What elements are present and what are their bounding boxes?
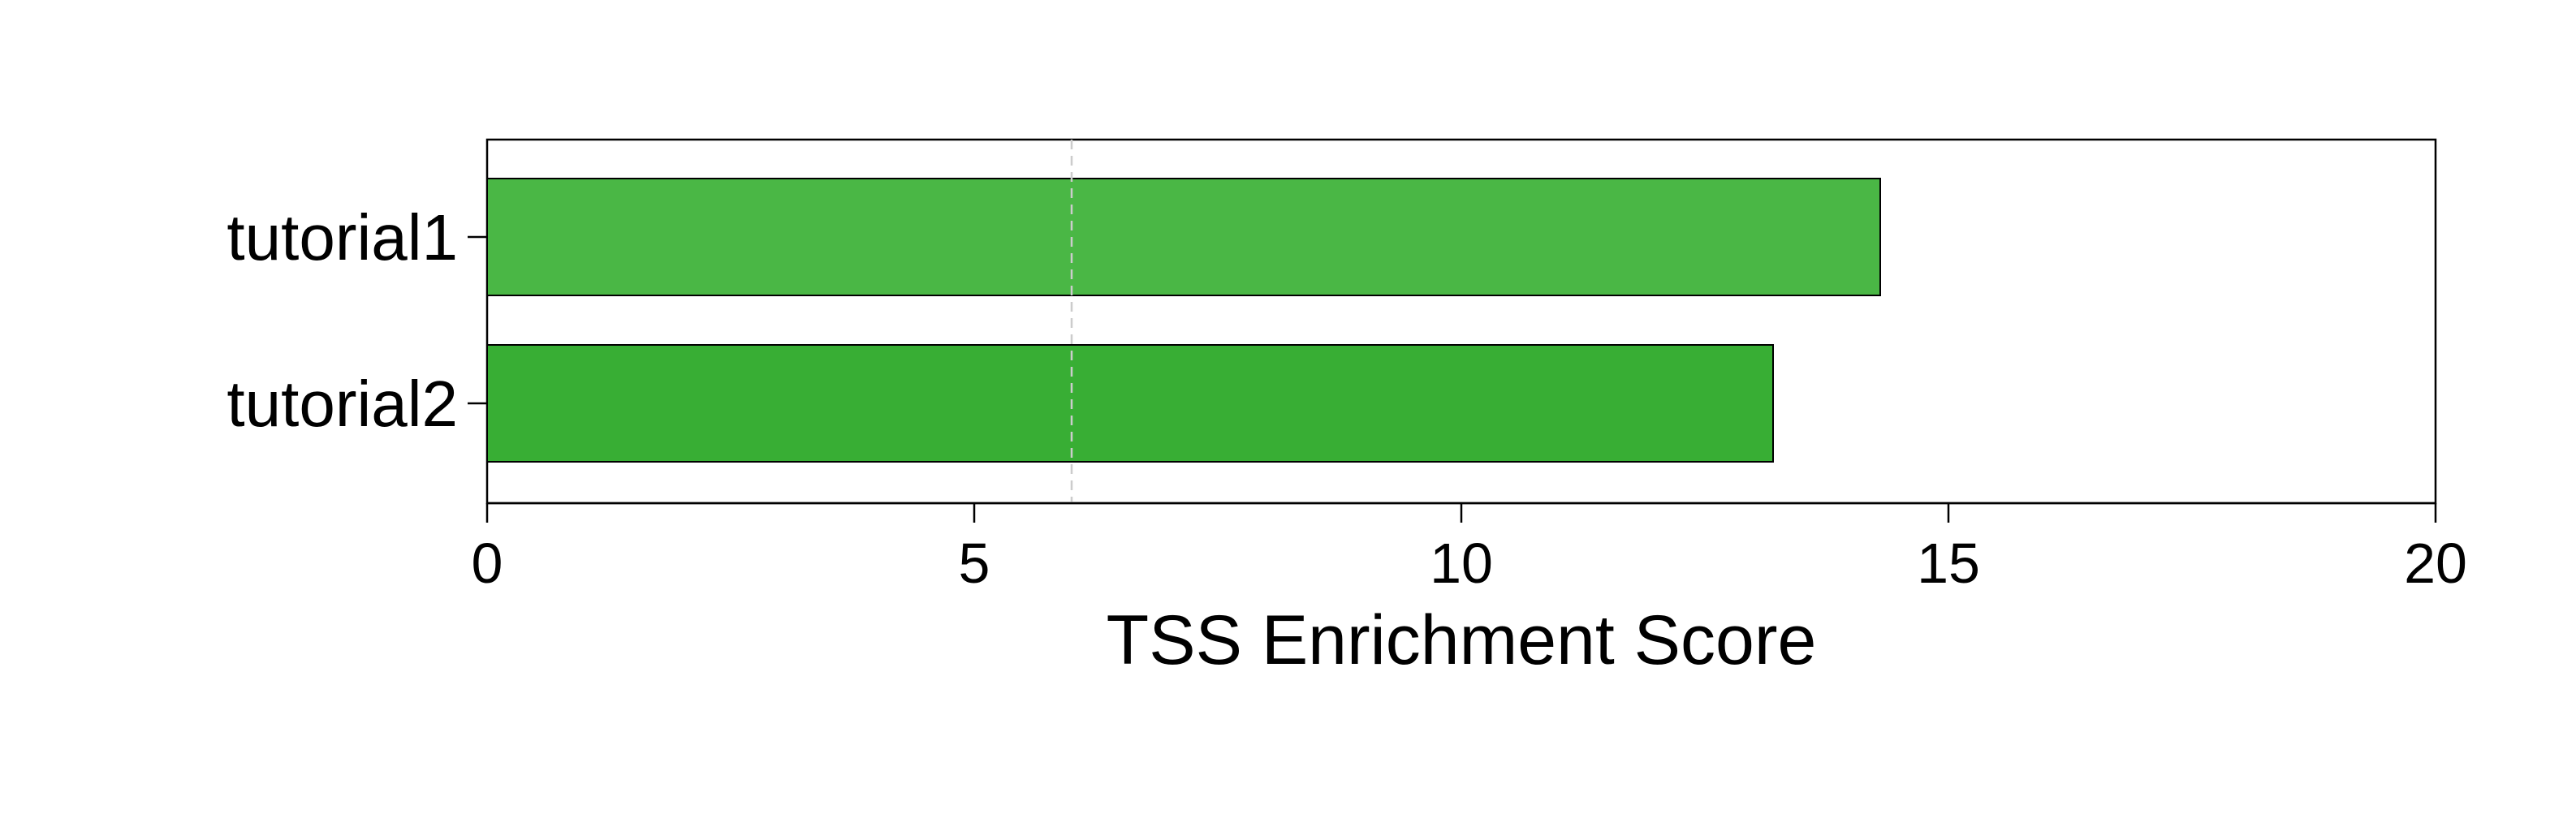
x-tick-label-20: 20: [2404, 532, 2467, 595]
category-label-tutorial1: tutorial1: [227, 201, 458, 273]
x-axis-title: TSS Enrichment Score: [1107, 601, 1817, 679]
category-axis: tutorial1 tutorial2: [227, 201, 487, 440]
category-label-tutorial2: tutorial2: [227, 368, 458, 440]
x-tick-label-0: 0: [472, 532, 503, 595]
x-tick-label-15: 15: [1917, 532, 1980, 595]
bar-tutorial1: [486, 178, 1881, 296]
bar-tutorial2: [486, 344, 1774, 463]
bars-layer: [486, 178, 1881, 463]
x-axis: 0 5 10 15 20: [472, 502, 2467, 595]
x-tick-label-5: 5: [959, 532, 990, 595]
x-tick-label-10: 10: [1430, 532, 1493, 595]
